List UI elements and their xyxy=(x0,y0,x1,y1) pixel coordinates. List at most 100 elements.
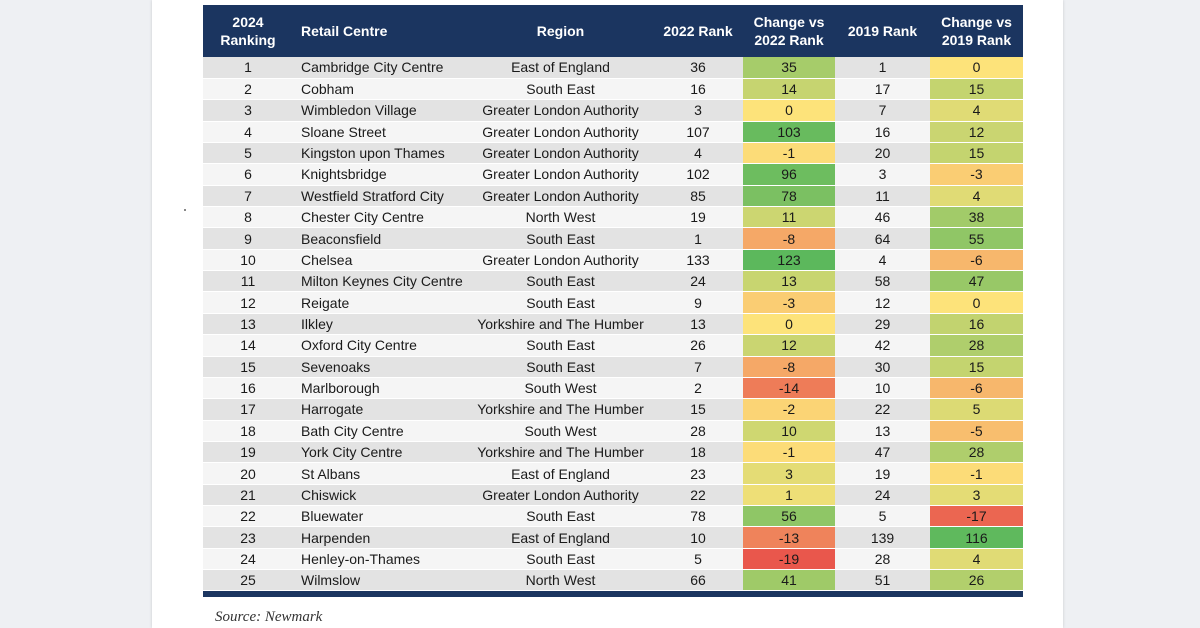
cell-2024-ranking: 15 xyxy=(203,356,293,378)
cell-2019-rank: 58 xyxy=(835,270,930,293)
cell-change-vs-2019: -3 xyxy=(930,163,1023,186)
cell-region: South East xyxy=(468,227,653,250)
cell-retail-centre: Cobham xyxy=(293,78,468,101)
cell-2024-ranking: 9 xyxy=(203,227,293,250)
cell-region: South East xyxy=(468,78,653,101)
cell-2024-ranking: 12 xyxy=(203,291,293,314)
table-row: 10 Chelsea Greater London Authority 133 123 4… xyxy=(203,249,1023,272)
cell-change-vs-2019: 26 xyxy=(930,569,1023,592)
cell-change-vs-2022: -2 xyxy=(743,398,835,421)
stray-mark xyxy=(184,209,186,211)
cell-region: Greater London Authority xyxy=(468,163,653,186)
cell-2019-rank: 42 xyxy=(835,334,930,357)
cell-2019-rank: 3 xyxy=(835,163,930,186)
cell-2019-rank: 22 xyxy=(835,398,930,421)
cell-2022-rank: 36 xyxy=(653,57,743,79)
cell-2022-rank: 1 xyxy=(653,227,743,250)
cell-change-vs-2019: 0 xyxy=(930,291,1023,314)
cell-change-vs-2019: 55 xyxy=(930,227,1023,250)
cell-change-vs-2019: 12 xyxy=(930,121,1023,143)
header-retail-centre: Retail Centre xyxy=(301,23,388,39)
table-row: 6 Knightsbridge Greater London Authority 10… xyxy=(203,163,1023,186)
cell-2022-rank: 13 xyxy=(653,313,743,336)
cell-region: South West xyxy=(468,420,653,442)
cell-retail-centre: Sevenoaks xyxy=(293,356,468,378)
cell-2022-rank: 7 xyxy=(653,356,743,378)
cell-change-vs-2019: 116 xyxy=(930,526,1023,549)
cell-change-vs-2019: 5 xyxy=(930,398,1023,421)
table-row: 16 Marlborough South West 2 -14 10 -6 xyxy=(203,377,1023,400)
cell-2024-ranking: 3 xyxy=(203,99,293,122)
cell-2019-rank: 13 xyxy=(835,420,930,442)
cell-change-vs-2022: -19 xyxy=(743,548,835,571)
cell-2019-rank: 1 xyxy=(835,57,930,79)
cell-2022-rank: 18 xyxy=(653,441,743,464)
cell-2019-rank: 29 xyxy=(835,313,930,336)
cell-2022-rank: 16 xyxy=(653,78,743,101)
cell-2024-ranking: 22 xyxy=(203,505,293,528)
cell-region: Greater London Authority xyxy=(468,249,653,272)
cell-retail-centre: Beaconsfield xyxy=(293,227,468,250)
cell-region: Greater London Authority xyxy=(468,142,653,165)
cell-change-vs-2022: 1 xyxy=(743,484,835,507)
cell-2024-ranking: 19 xyxy=(203,441,293,464)
cell-2022-rank: 28 xyxy=(653,420,743,442)
cell-2019-rank: 28 xyxy=(835,548,930,571)
cell-change-vs-2022: -1 xyxy=(743,441,835,464)
cell-2022-rank: 5 xyxy=(653,548,743,571)
cell-2024-ranking: 6 xyxy=(203,163,293,186)
cell-retail-centre: Chiswick xyxy=(293,484,468,507)
cell-region: East of England xyxy=(468,462,653,485)
cell-2022-rank: 26 xyxy=(653,334,743,357)
cell-change-vs-2022: -8 xyxy=(743,356,835,378)
cell-2019-rank: 46 xyxy=(835,206,930,229)
cell-change-vs-2022: 11 xyxy=(743,206,835,229)
cell-region: Greater London Authority xyxy=(468,484,653,507)
cell-region: Greater London Authority xyxy=(468,121,653,143)
cell-2024-ranking: 8 xyxy=(203,206,293,229)
cell-change-vs-2022: 56 xyxy=(743,505,835,528)
cell-retail-centre: Knightsbridge xyxy=(293,163,468,186)
cell-retail-centre: Bluewater xyxy=(293,505,468,528)
cell-change-vs-2022: 3 xyxy=(743,462,835,485)
cell-retail-centre: Harrogate xyxy=(293,398,468,421)
header-2019-rank: 2019 Rank xyxy=(847,23,918,39)
cell-region: Yorkshire and The Humber xyxy=(468,313,653,336)
cell-change-vs-2019: 3 xyxy=(930,484,1023,507)
cell-change-vs-2022: 41 xyxy=(743,569,835,592)
cell-change-vs-2022: 13 xyxy=(743,270,835,293)
cell-2024-ranking: 16 xyxy=(203,377,293,400)
cell-2024-ranking: 5 xyxy=(203,142,293,165)
cell-2022-rank: 133 xyxy=(653,249,743,272)
table-header-row: 2024 Ranking Retail Centre Region 2022 R… xyxy=(203,5,1023,57)
header-2024-ranking: 2024 Ranking xyxy=(220,14,276,48)
cell-retail-centre: Milton Keynes City Centre xyxy=(293,270,468,293)
cell-change-vs-2022: -1 xyxy=(743,142,835,165)
table-row: 23 Harpenden East of England 10 -13 139 116 xyxy=(203,526,1023,549)
cell-2022-rank: 19 xyxy=(653,206,743,229)
cell-2024-ranking: 25 xyxy=(203,569,293,592)
header-change-vs-2022: Change vs 2022 Rank xyxy=(753,14,825,48)
cell-2024-ranking: 11 xyxy=(203,270,293,293)
cell-2024-ranking: 1 xyxy=(203,57,293,79)
header-2022-rank: 2022 Rank xyxy=(663,23,733,39)
cell-2019-rank: 20 xyxy=(835,142,930,165)
cell-change-vs-2022: 96 xyxy=(743,163,835,186)
cell-region: Greater London Authority xyxy=(468,99,653,122)
cell-2024-ranking: 10 xyxy=(203,249,293,272)
table-row: 14 Oxford City Centre South East 26 12 42 28 xyxy=(203,334,1023,357)
cell-region: South East xyxy=(468,270,653,293)
cell-2024-ranking: 23 xyxy=(203,526,293,549)
cell-2024-ranking: 7 xyxy=(203,185,293,208)
table-row: 2 Cobham South East 16 14 17 15 xyxy=(203,78,1023,101)
cell-2019-rank: 64 xyxy=(835,227,930,250)
cell-2022-rank: 78 xyxy=(653,505,743,528)
table-row: 3 Wimbledon Village Greater London Authori… xyxy=(203,99,1023,122)
cell-2022-rank: 66 xyxy=(653,569,743,592)
cell-retail-centre: St Albans xyxy=(293,462,468,485)
cell-2024-ranking: 18 xyxy=(203,420,293,442)
cell-change-vs-2022: 103 xyxy=(743,121,835,143)
cell-2022-rank: 23 xyxy=(653,462,743,485)
cell-retail-centre: Oxford City Centre xyxy=(293,334,468,357)
cell-2019-rank: 11 xyxy=(835,185,930,208)
